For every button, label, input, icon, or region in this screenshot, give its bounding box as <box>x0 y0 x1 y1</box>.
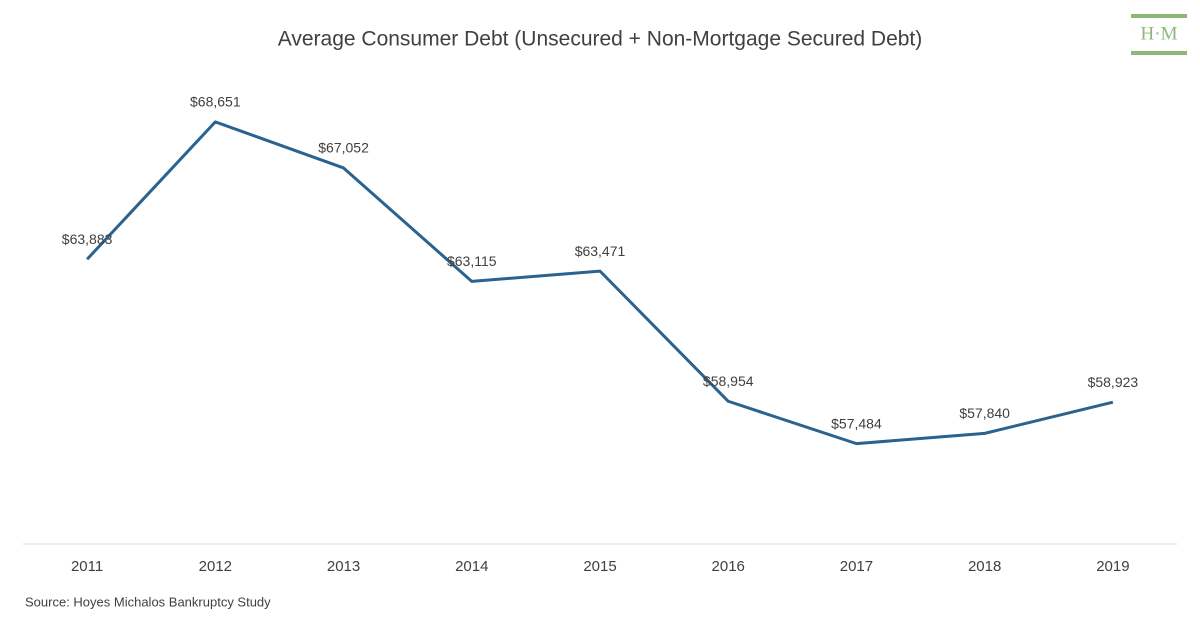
source-note: Source: Hoyes Michalos Bankruptcy Study <box>25 594 271 609</box>
data-label: $58,923 <box>1088 374 1139 390</box>
x-tick-label: 2011 <box>71 558 103 575</box>
data-label: $68,651 <box>190 94 241 110</box>
x-tick-label: 2017 <box>840 558 873 575</box>
logo: H·M <box>1131 14 1187 55</box>
x-tick-label: 2016 <box>712 558 745 575</box>
data-label: $63,115 <box>447 253 497 269</box>
data-label: $57,840 <box>959 405 1010 421</box>
logo-bar <box>1131 14 1187 18</box>
x-tick-label: 2018 <box>968 558 1001 575</box>
x-tick-label: 2013 <box>327 558 360 575</box>
logo-bar <box>1131 51 1187 55</box>
data-label: $63,883 <box>62 231 113 247</box>
logo-text: H·M <box>1141 23 1178 44</box>
chart-title: Average Consumer Debt (Unsecured + Non-M… <box>278 28 923 51</box>
x-tick-label: 2019 <box>1096 558 1129 575</box>
data-label: $57,484 <box>831 415 882 431</box>
data-label: $58,954 <box>703 373 754 389</box>
data-label: $67,052 <box>318 140 369 156</box>
x-tick-label: 2015 <box>583 558 616 575</box>
x-tick-label: 2012 <box>199 558 232 575</box>
x-tick-label: 2014 <box>455 558 488 575</box>
data-line <box>86 120 1114 446</box>
data-label: $63,471 <box>575 243 626 259</box>
